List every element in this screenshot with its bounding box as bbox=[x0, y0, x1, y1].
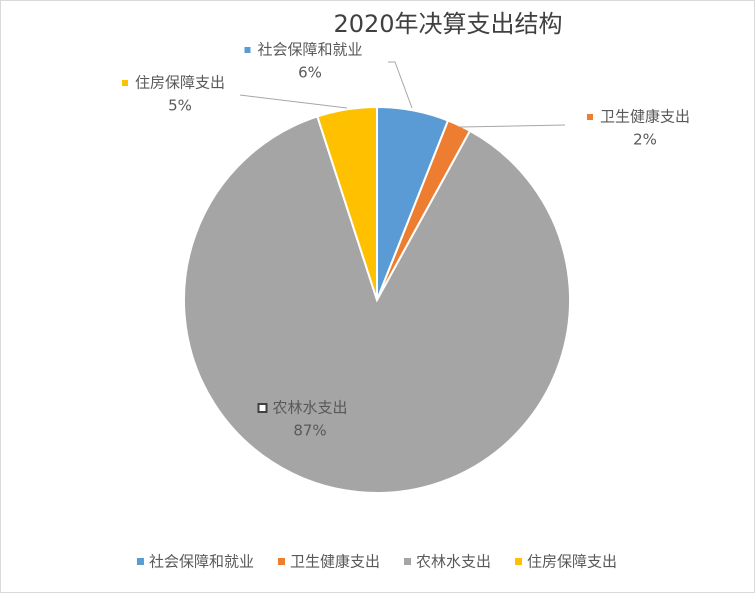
chart-title: 2020年决算支出结构 bbox=[333, 10, 562, 38]
data-label-category: 农林水支出 bbox=[272, 399, 347, 417]
data-label-category: 社会保障和就业 bbox=[257, 41, 362, 59]
legend-label: 卫生健康支出 bbox=[290, 553, 380, 571]
legend-label: 住房保障支出 bbox=[527, 553, 617, 571]
legend-marker bbox=[277, 558, 285, 565]
leader-line bbox=[239, 94, 348, 109]
legend-marker bbox=[136, 558, 144, 565]
legend-label: 农林水支出 bbox=[416, 553, 491, 571]
label-marker bbox=[121, 80, 128, 86]
data-label-category: 住房保障支出 bbox=[135, 74, 225, 92]
label-marker bbox=[244, 47, 251, 53]
pie-slice bbox=[316, 105, 378, 301]
label-marker bbox=[257, 403, 268, 413]
legend-label: 社会保障和就业 bbox=[149, 553, 254, 571]
data-label-value: 2% bbox=[633, 131, 657, 149]
label-marker bbox=[586, 114, 593, 120]
leader-line bbox=[388, 61, 413, 109]
leader-line bbox=[459, 124, 566, 128]
pie-slice bbox=[183, 115, 571, 494]
data-label-value: 5% bbox=[168, 97, 192, 115]
legend-marker bbox=[515, 558, 523, 565]
data-label-value: 87% bbox=[293, 422, 326, 440]
data-label-value: 6% bbox=[298, 64, 322, 82]
legend-marker bbox=[404, 558, 411, 565]
data-label-category: 卫生健康支出 bbox=[600, 108, 690, 126]
